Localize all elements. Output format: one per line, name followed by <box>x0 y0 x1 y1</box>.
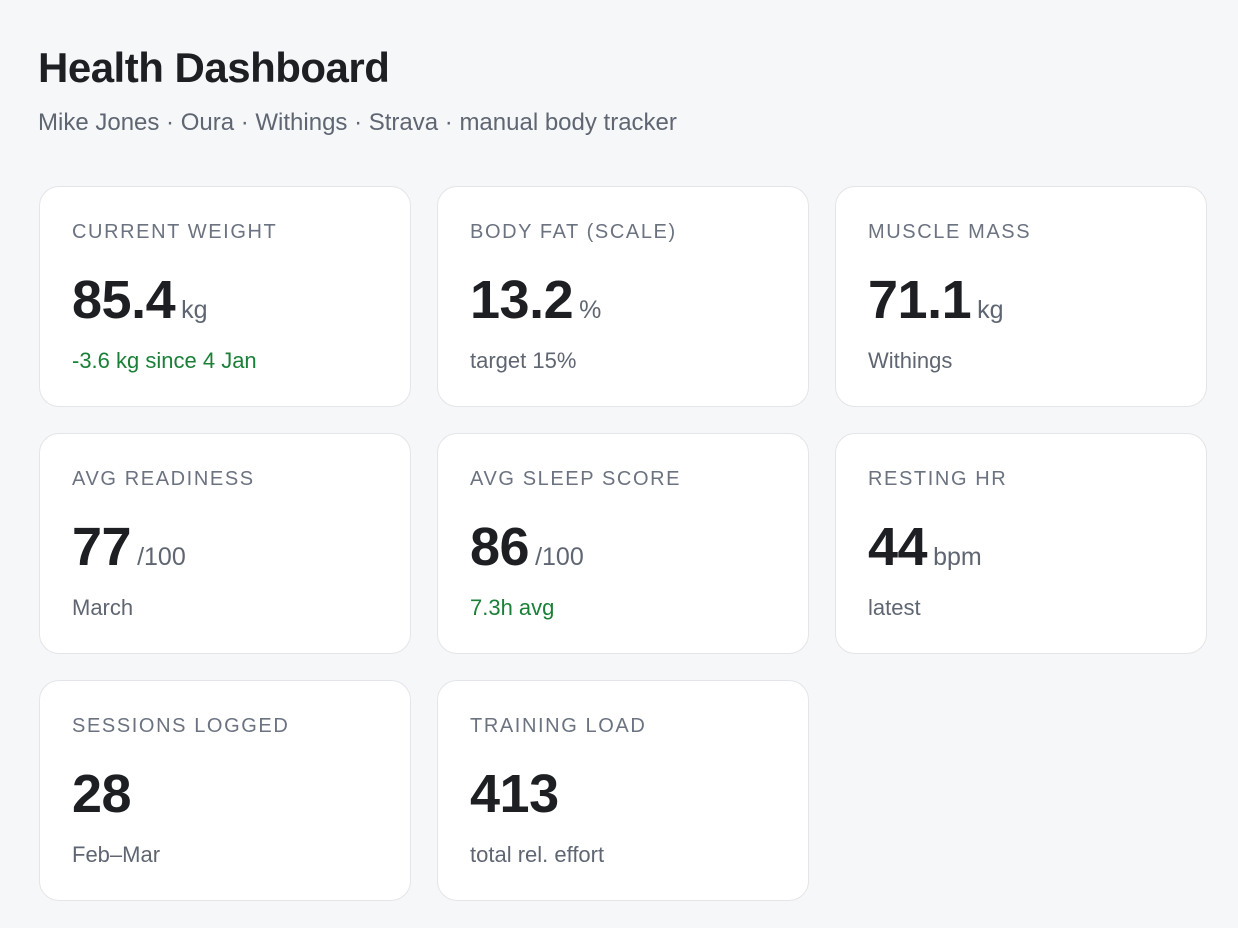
metric-value-row: 44 bpm <box>868 517 1174 577</box>
metric-card: RESTING HR 44 bpm latest <box>835 433 1207 654</box>
metric-value: 77 <box>72 517 132 577</box>
metric-note: latest <box>868 595 921 620</box>
metric-card: TRAINING LOAD 413 total rel. effort <box>437 680 809 901</box>
metric-label: AVG SLEEP SCORE <box>470 468 682 490</box>
metric-value: 13.2 <box>470 270 574 330</box>
metric-note: 7.3h avg <box>470 595 555 620</box>
metric-value-row: 71.1 kg <box>868 270 1174 330</box>
metric-value: 413 <box>470 764 559 824</box>
metric-value-row: 77/100 <box>72 517 378 577</box>
metric-card: AVG READINESS 77/100 March <box>39 433 411 654</box>
metric-unit: /100 <box>535 543 584 571</box>
metric-label: MUSCLE MASS <box>868 221 1032 243</box>
metric-label: RESTING HR <box>868 468 1008 490</box>
metric-value-row: 413 <box>470 764 776 824</box>
metric-value: 85.4 <box>72 270 176 330</box>
metric-label: TRAINING LOAD <box>470 715 647 737</box>
metric-unit: bpm <box>933 543 982 571</box>
metric-value-row: 28 <box>72 764 378 824</box>
metric-note: -3.6 kg since 4 Jan <box>72 348 257 373</box>
metric-unit: kg <box>977 296 1004 324</box>
metric-value: 71.1 <box>868 270 972 330</box>
metric-label: AVG READINESS <box>72 468 255 490</box>
metric-unit: kg <box>181 296 208 324</box>
metric-unit: % <box>579 296 602 324</box>
metric-value: 28 <box>72 764 132 824</box>
metric-card: BODY FAT (SCALE) 13.2% target 15% <box>437 186 809 407</box>
metric-value-row: 86/100 <box>470 517 776 577</box>
metric-card: MUSCLE MASS 71.1 kg Withings <box>835 186 1207 407</box>
metric-label: BODY FAT (SCALE) <box>470 221 677 243</box>
metric-note: Withings <box>868 348 953 373</box>
metric-label: SESSIONS LOGGED <box>72 715 290 737</box>
metric-value: 86 <box>470 517 530 577</box>
metric-card: CURRENT WEIGHT 85.4 kg -3.6 kg since 4 Jan <box>39 186 411 407</box>
metric-note: Feb–Mar <box>72 842 161 867</box>
metric-card: SESSIONS LOGGED 28 Feb–Mar <box>39 680 411 901</box>
metric-card: AVG SLEEP SCORE 86/100 7.3h avg <box>437 433 809 654</box>
metric-note: total rel. effort <box>470 842 605 867</box>
metric-note: March <box>72 595 134 620</box>
metric-value-row: 13.2% <box>470 270 776 330</box>
metric-unit: /100 <box>137 543 186 571</box>
metric-value: 44 <box>868 517 928 577</box>
page-subtitle: Mike Jones · Oura · Withings · Strava · … <box>38 109 677 136</box>
card-grid: CURRENT WEIGHT 85.4 kg -3.6 kg since 4 Jan B… <box>39 186 1207 901</box>
page-title: Health Dashboard <box>38 44 390 91</box>
metric-note: target 15% <box>470 348 577 373</box>
metric-value-row: 85.4 kg <box>72 270 378 330</box>
metric-label: CURRENT WEIGHT <box>72 221 278 243</box>
